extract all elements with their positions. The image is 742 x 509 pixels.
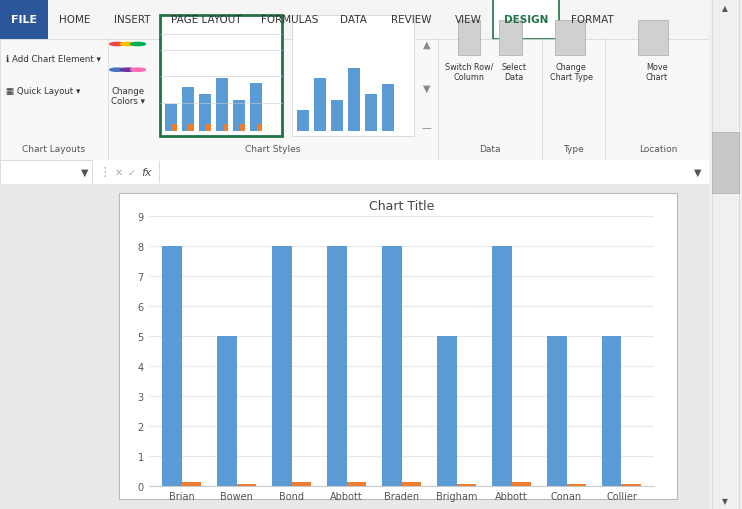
Bar xyxy=(566,484,585,487)
Bar xyxy=(327,247,347,487)
Text: —: — xyxy=(421,123,432,133)
Text: DESIGN: DESIGN xyxy=(504,15,548,25)
Bar xyxy=(401,483,421,487)
Bar xyxy=(0,40,742,160)
Bar xyxy=(292,482,311,487)
Bar xyxy=(603,337,622,487)
Bar xyxy=(511,483,531,487)
Text: HOME: HOME xyxy=(59,15,91,25)
Text: ▲: ▲ xyxy=(423,40,430,50)
Bar xyxy=(493,0,559,40)
Bar xyxy=(119,194,677,499)
Text: Select
Data: Select Data xyxy=(502,63,527,82)
Bar xyxy=(160,16,282,136)
Text: Chart Layouts: Chart Layouts xyxy=(22,145,85,154)
Text: INSERT: INSERT xyxy=(114,15,151,25)
Bar xyxy=(216,78,228,131)
Bar xyxy=(206,125,211,131)
Bar xyxy=(188,125,194,131)
Bar xyxy=(499,21,522,56)
Bar xyxy=(162,247,182,487)
Text: Move
Chart: Move Chart xyxy=(646,63,668,82)
Title: Chart Title: Chart Title xyxy=(369,200,434,213)
Text: Switch Row/
Column: Switch Row/ Column xyxy=(444,63,493,82)
Bar xyxy=(347,483,366,487)
Bar xyxy=(233,101,245,131)
Bar xyxy=(240,125,245,131)
Circle shape xyxy=(120,69,135,72)
Text: FORMAT: FORMAT xyxy=(571,15,614,25)
Bar xyxy=(257,125,262,131)
Text: ▼: ▼ xyxy=(82,167,89,177)
Bar xyxy=(622,484,641,487)
Text: ⋮: ⋮ xyxy=(99,166,111,179)
Circle shape xyxy=(110,69,125,72)
Text: FORMULAS: FORMULAS xyxy=(261,15,318,25)
Text: ▲: ▲ xyxy=(723,4,728,13)
Bar xyxy=(348,69,360,131)
Bar xyxy=(297,110,309,131)
Bar xyxy=(458,21,480,56)
Bar xyxy=(165,104,177,131)
Bar xyxy=(382,86,394,131)
Circle shape xyxy=(131,43,145,46)
Bar xyxy=(492,247,511,487)
Bar xyxy=(0,0,48,40)
Bar xyxy=(331,101,343,131)
Bar xyxy=(437,337,456,487)
Bar xyxy=(638,21,668,56)
Bar xyxy=(314,78,326,131)
Text: Chart Styles: Chart Styles xyxy=(245,145,301,154)
Bar xyxy=(555,21,585,56)
Text: DATA: DATA xyxy=(340,15,367,25)
Text: ▼: ▼ xyxy=(723,496,728,505)
Text: ▦ Quick Layout ▾: ▦ Quick Layout ▾ xyxy=(6,87,80,96)
Bar xyxy=(548,337,566,487)
Text: Data: Data xyxy=(479,145,500,154)
Text: ✓: ✓ xyxy=(128,167,136,177)
Text: Location: Location xyxy=(640,145,677,154)
Bar xyxy=(223,125,228,131)
Bar xyxy=(199,95,211,131)
Text: fx: fx xyxy=(142,167,152,177)
Text: ℹ Add Chart Element ▾: ℹ Add Chart Element ▾ xyxy=(6,55,101,64)
Text: PAGE LAYOUT: PAGE LAYOUT xyxy=(171,15,242,25)
Text: Change
Chart Type: Change Chart Type xyxy=(550,63,593,82)
Text: ✕: ✕ xyxy=(114,167,122,177)
Text: VIEW: VIEW xyxy=(455,15,482,25)
Text: Change
Colors ▾: Change Colors ▾ xyxy=(111,87,145,106)
Bar xyxy=(182,482,201,487)
Bar xyxy=(250,83,262,131)
Bar xyxy=(292,16,414,136)
Bar xyxy=(237,484,256,487)
Circle shape xyxy=(120,43,135,46)
Bar xyxy=(365,95,377,131)
Bar xyxy=(217,337,237,487)
Circle shape xyxy=(110,43,125,46)
Text: ▼: ▼ xyxy=(694,167,701,177)
Bar xyxy=(182,88,194,131)
Bar xyxy=(712,132,739,193)
Text: FILE: FILE xyxy=(11,15,37,25)
Bar xyxy=(0,160,92,184)
Bar xyxy=(712,0,739,509)
Bar xyxy=(456,484,476,487)
Circle shape xyxy=(131,69,145,72)
Bar xyxy=(171,125,177,131)
Text: ▼: ▼ xyxy=(423,83,430,93)
Text: ∧: ∧ xyxy=(720,144,727,154)
Text: REVIEW: REVIEW xyxy=(391,15,431,25)
Bar xyxy=(272,247,292,487)
Text: Type: Type xyxy=(563,145,583,154)
Bar xyxy=(382,247,401,487)
